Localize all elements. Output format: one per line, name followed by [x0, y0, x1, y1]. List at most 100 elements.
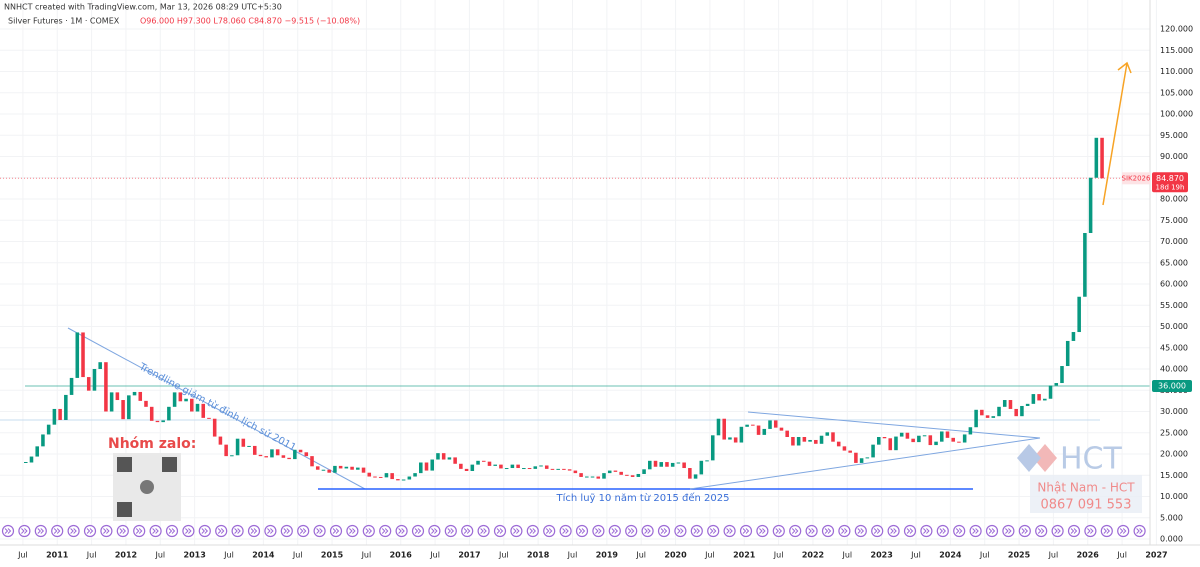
event-glyph [742, 528, 750, 534]
candle-body [81, 332, 85, 378]
candle-body [1008, 400, 1013, 409]
candle-body [481, 460, 486, 462]
triangle-bottom [689, 437, 1041, 490]
candle-body [831, 432, 835, 442]
candle-body [430, 459, 435, 471]
author: Nhật Nam - HCT [1037, 481, 1135, 495]
event-glyph [726, 528, 733, 534]
event-glyph [791, 528, 799, 534]
candle-body [922, 435, 927, 437]
y-tick-label: 60.000 [1160, 280, 1188, 289]
qr-center [140, 480, 154, 494]
candle-body [281, 455, 286, 458]
candle-body [304, 452, 309, 457]
event-glyph [1021, 528, 1029, 534]
candle-body [1037, 394, 1041, 401]
candle-body [934, 441, 938, 446]
event-glyph [693, 528, 701, 534]
candle-body [653, 460, 658, 467]
event-glyph [70, 528, 77, 534]
candle-body [172, 392, 177, 407]
candle-body [527, 468, 532, 470]
event-glyph [398, 528, 405, 534]
event-glyph [168, 528, 176, 534]
x-tick-label: 2022 [802, 551, 824, 560]
x-tick-label: 2018 [527, 551, 550, 560]
candle-body [917, 435, 921, 443]
candle-body [533, 466, 538, 469]
event-glyph [21, 528, 28, 534]
event-glyph [201, 528, 209, 534]
candle-body [52, 408, 57, 425]
event-glyph [119, 528, 127, 534]
x-tick-label: Jul [841, 551, 852, 560]
y-tick-label: 70.000 [1160, 237, 1188, 246]
candle-body [201, 403, 206, 418]
candle-body [92, 369, 97, 391]
candle-body [453, 457, 457, 464]
event-glyph [1136, 528, 1143, 534]
y-tick-label: 25.000 [1160, 428, 1188, 437]
candle-body [321, 469, 326, 471]
candle-body [899, 432, 904, 437]
forecast-arrow [1102, 62, 1128, 206]
event-glyph [644, 528, 651, 534]
phone: 0867 091 553 [1041, 498, 1132, 513]
candle-body [682, 462, 686, 469]
candle-body [424, 462, 429, 471]
y-tick-label: 40.000 [1160, 365, 1188, 374]
logo-mark [1033, 444, 1057, 472]
candle-body [796, 437, 801, 446]
candle-body [544, 465, 549, 469]
level-tag [1152, 380, 1192, 392]
event-glyph [923, 528, 930, 534]
x-tick-label: Jul [704, 551, 715, 560]
candle-body [378, 476, 383, 478]
candle-body [1002, 400, 1007, 407]
candle-body [338, 465, 343, 469]
x-tick-label: Jul [223, 551, 234, 560]
candle-body [401, 479, 406, 481]
candle-body [390, 473, 394, 480]
candle-body [808, 439, 812, 442]
candle-body [1094, 137, 1099, 178]
y-tick-label: 80.000 [1160, 195, 1188, 204]
candle-body [115, 392, 120, 401]
candle-body [252, 445, 257, 455]
candle-body [848, 450, 852, 453]
candle-body [258, 454, 263, 457]
symbol: Silver Futures · 1M · COMEX [8, 17, 120, 26]
event-glyph [431, 528, 438, 534]
candle-body [333, 465, 337, 473]
y-tick-label: 5.000 [1160, 513, 1183, 522]
event-glyph [332, 528, 340, 534]
candle-body [64, 394, 68, 420]
drawings [0, 61, 1142, 521]
candle-body [212, 418, 217, 437]
candle-body [625, 474, 629, 476]
candle-body [367, 472, 372, 477]
candle-body [710, 435, 715, 461]
candle-body [957, 441, 961, 443]
candle-body [104, 362, 108, 412]
x-tick-label: 2024 [939, 551, 962, 560]
candle-body [178, 392, 183, 402]
candle-body [121, 400, 125, 420]
y-tick-label: 120.000 [1160, 25, 1193, 34]
candle-body [98, 362, 102, 369]
y-tick-label: 65.000 [1160, 258, 1188, 267]
candle-body [980, 409, 984, 416]
candle-body [86, 377, 91, 391]
candle-body [888, 438, 893, 451]
candle-body [464, 468, 469, 471]
candle-body [894, 436, 898, 451]
candle-body [573, 470, 578, 474]
candle-body [516, 464, 520, 469]
candle-body [1071, 332, 1076, 341]
x-tick-label: Jul [429, 551, 440, 560]
candle-body [207, 417, 211, 419]
candle-body [1048, 385, 1053, 399]
candle-body [504, 468, 509, 470]
candle-body [1100, 137, 1104, 179]
candle-body [270, 449, 274, 458]
